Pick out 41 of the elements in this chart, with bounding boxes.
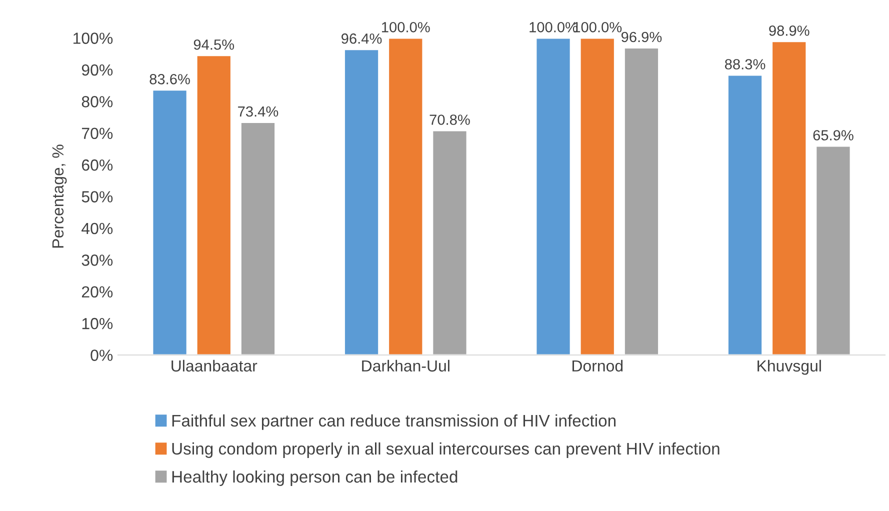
y-tick-label: 10% [82,318,113,330]
y-tick-label: 70% [82,128,113,140]
y-tick-label: 0% [90,350,113,361]
x-tick-label: Ulaanbaatar [172,360,258,372]
bar [624,47,660,355]
y-tick-label: 90% [82,64,113,76]
bar [388,38,424,355]
data-label: 98.9% [769,26,810,36]
data-label: 100.0% [382,22,430,32]
bar [152,89,188,355]
y-tick-label: 40% [82,222,113,234]
bar [535,38,572,355]
y-tick-label: 50% [82,191,113,202]
bar [815,145,852,355]
legend-label: Faithful sex partner can reduce transmission of HIV infection [172,414,616,430]
bar [432,130,468,355]
y-tick-label: 60% [82,159,113,171]
y-tick-label: 80% [82,96,113,108]
bar [727,74,763,355]
legend-label: Healthy looking person can be infected [172,470,458,486]
data-label: 65.9% [813,130,854,140]
bar [579,38,616,355]
data-label: 83.6% [150,74,190,84]
x-tick-label: Khuvsgul [758,360,821,375]
data-label: 88.3% [724,59,766,70]
data-label: 73.4% [238,106,278,117]
x-tick-label: Darkhan-Uul [362,360,450,372]
legend-label: Using condom properly in all sexual intercourses can prevent HIV infection [172,442,720,458]
data-label: 96.4% [342,33,382,44]
y-tick-label: 100% [74,32,113,44]
y-tick-label: 30% [82,254,113,266]
bar [240,122,276,355]
data-label: 94.5% [194,39,234,50]
x-tick-label: Dornod [572,360,623,372]
bar [344,48,380,355]
data-label: 96.9% [621,32,662,42]
y-axis-title: Percentage, % [52,144,67,248]
bar [196,54,232,355]
data-label: 70.8% [430,114,470,125]
bar [771,40,808,355]
y-tick-label: 20% [82,286,113,298]
